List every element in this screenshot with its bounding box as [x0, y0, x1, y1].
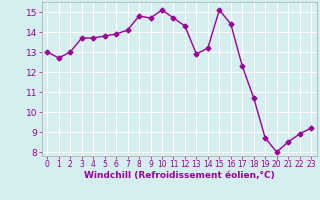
X-axis label: Windchill (Refroidissement éolien,°C): Windchill (Refroidissement éolien,°C) — [84, 171, 275, 180]
